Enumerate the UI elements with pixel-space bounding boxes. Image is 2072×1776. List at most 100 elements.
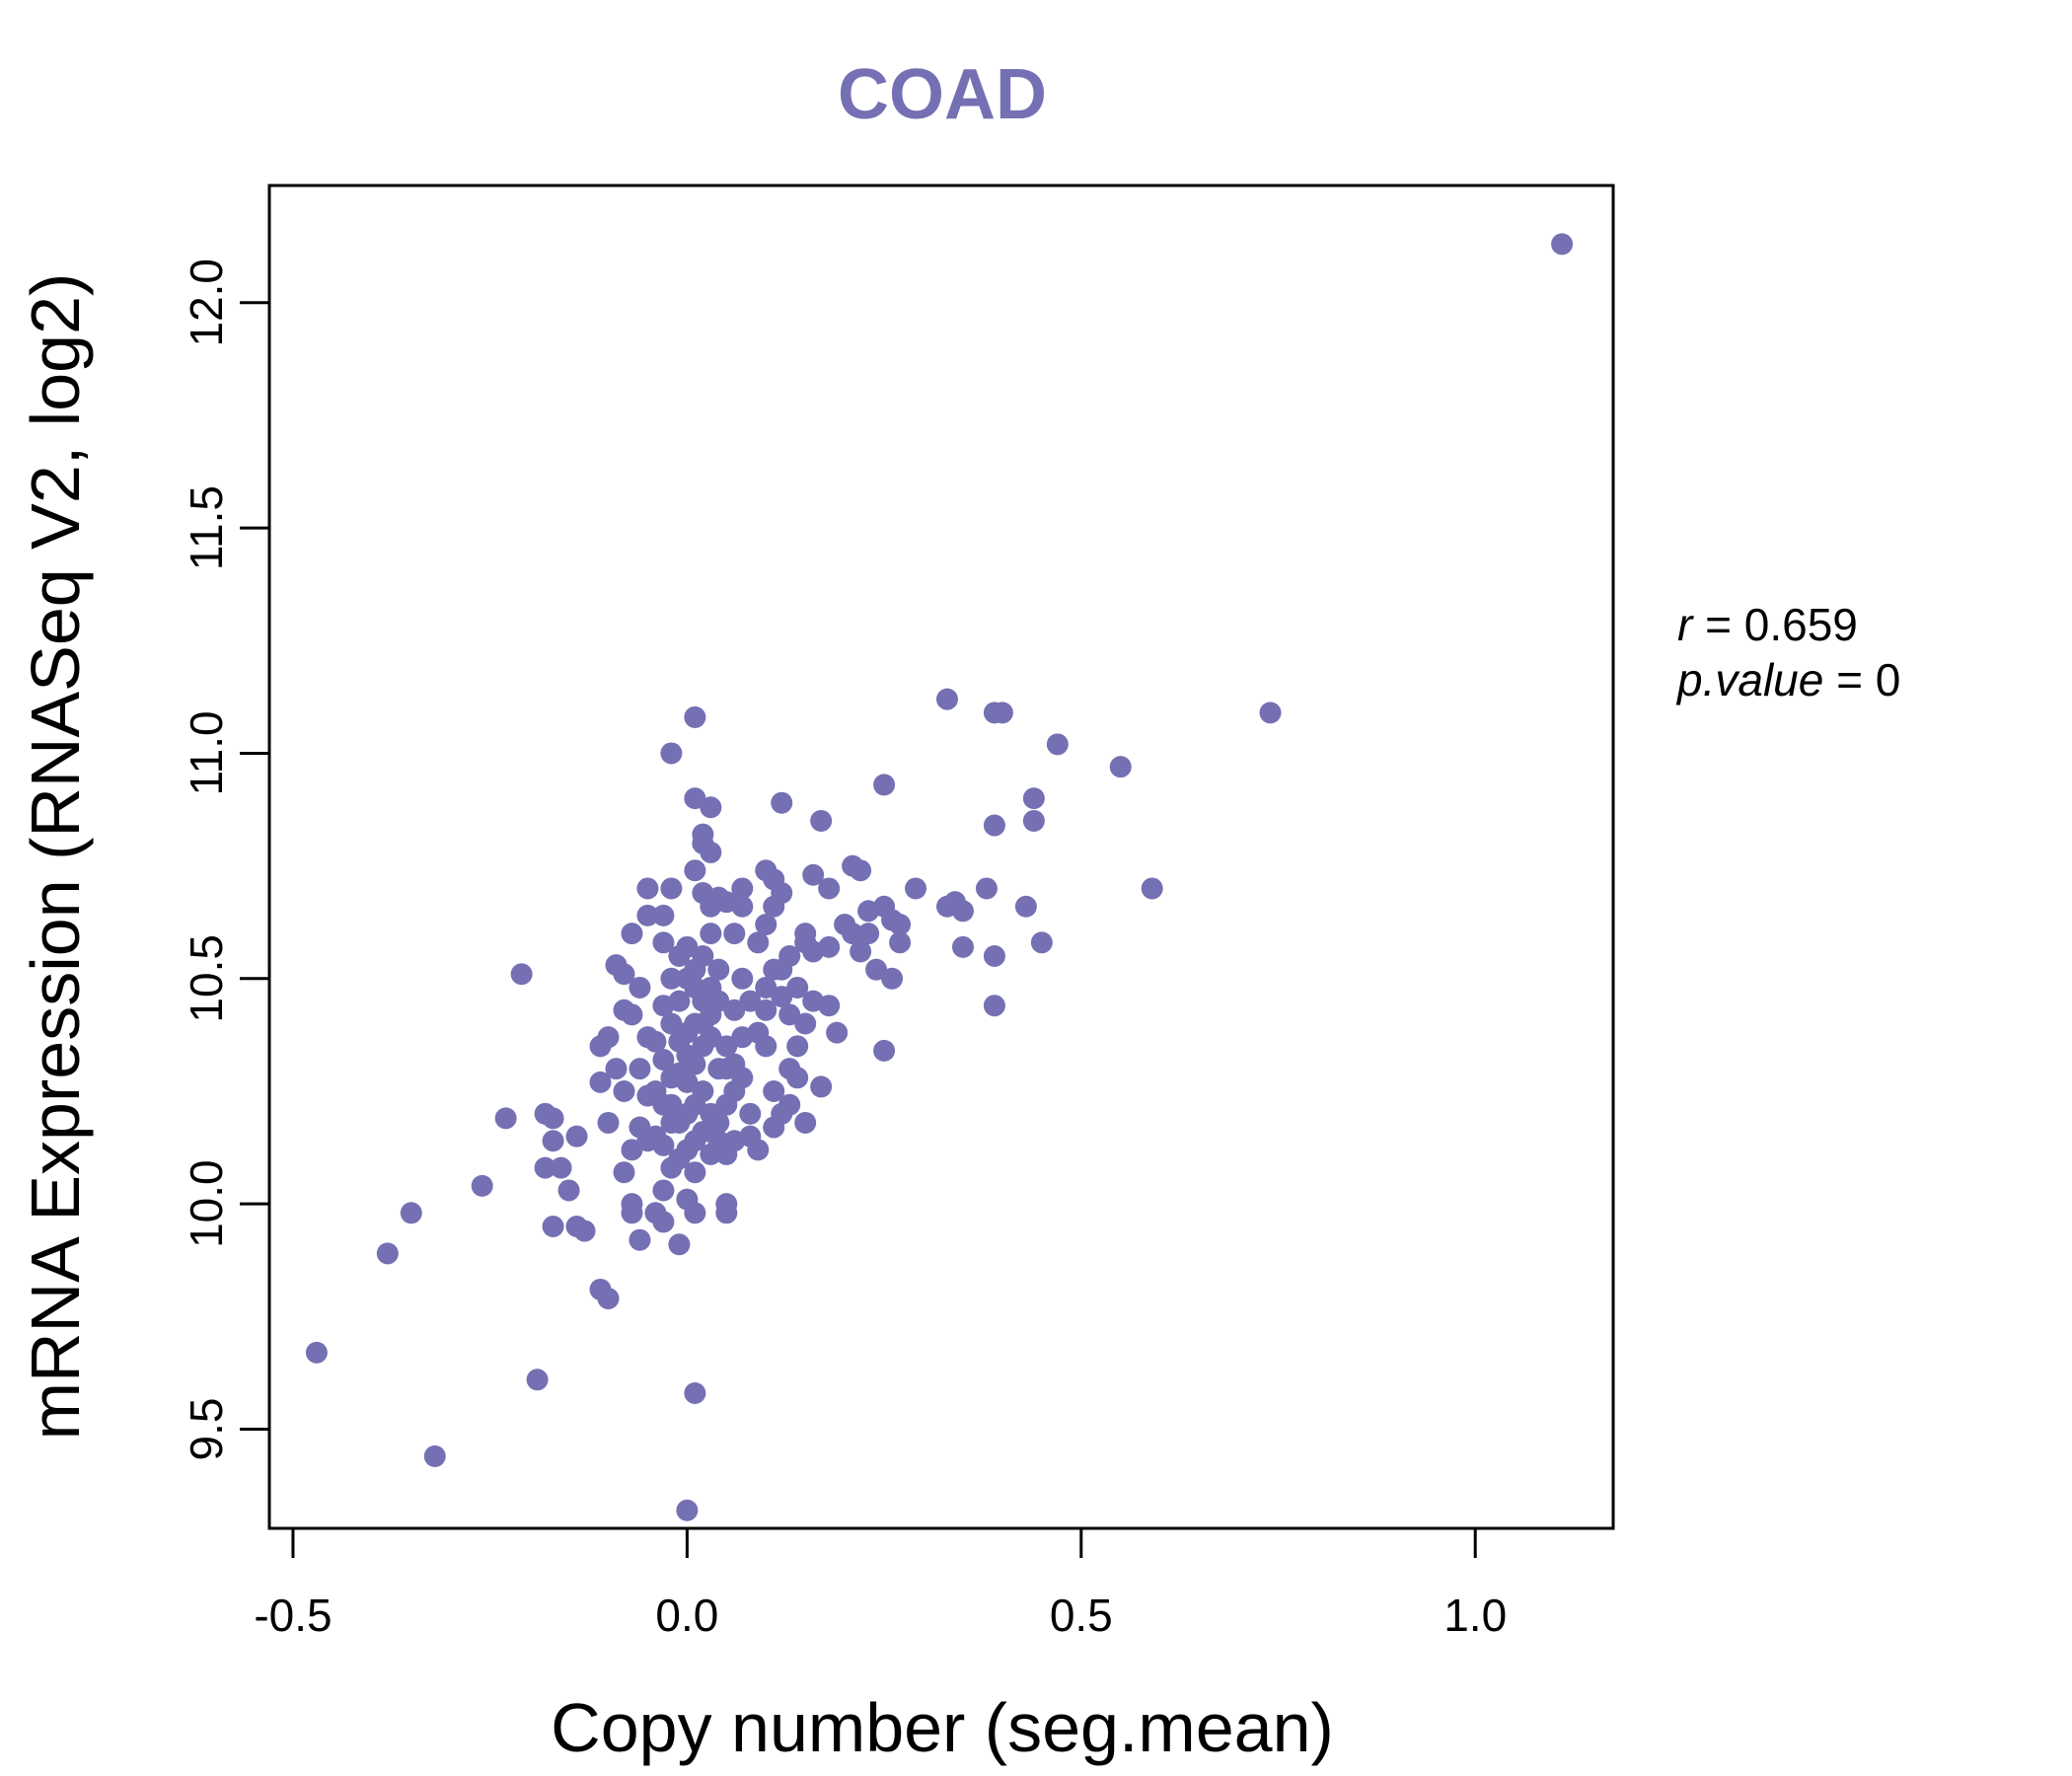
data-point <box>707 1130 730 1152</box>
data-point <box>755 914 777 936</box>
data-point <box>605 954 628 977</box>
data-point <box>621 1139 643 1161</box>
data-point <box>983 944 1005 967</box>
data-point <box>794 1012 817 1035</box>
data-point <box>684 787 706 810</box>
data-point <box>786 1035 809 1058</box>
data-point <box>565 1125 588 1147</box>
data-point <box>613 1079 635 1102</box>
data-point <box>1551 233 1574 256</box>
data-point <box>802 990 825 1012</box>
data-point <box>857 923 880 945</box>
data-point <box>684 1161 706 1184</box>
data-point <box>771 986 793 1008</box>
data-point <box>660 742 683 765</box>
x-tick-label: 0.5 <box>1050 1590 1113 1641</box>
data-point <box>818 877 841 900</box>
data-point <box>889 914 912 936</box>
data-point <box>715 1035 738 1058</box>
data-point <box>589 1071 612 1093</box>
data-point <box>951 900 974 923</box>
data-point <box>865 958 888 981</box>
data-point <box>534 1156 556 1179</box>
data-points <box>305 233 1574 1521</box>
data-point <box>676 1499 699 1521</box>
data-point <box>534 1102 556 1125</box>
data-point <box>755 976 777 999</box>
data-point <box>700 923 722 945</box>
data-point <box>842 854 864 877</box>
data-point <box>1141 877 1163 900</box>
data-point <box>951 935 974 958</box>
data-point <box>660 877 683 900</box>
data-point <box>707 990 730 1012</box>
data-point <box>636 1084 659 1107</box>
data-point <box>629 976 651 999</box>
data-point <box>494 1107 517 1130</box>
data-point <box>1259 702 1282 724</box>
r-label: r <box>1677 599 1693 650</box>
data-point <box>636 904 659 926</box>
data-point <box>850 940 872 963</box>
data-point <box>542 1130 564 1152</box>
data-point <box>668 990 691 1012</box>
data-point <box>660 1156 683 1179</box>
r-value: 0.659 <box>1743 599 1858 650</box>
data-point <box>1022 809 1045 832</box>
data-point <box>983 995 1005 1017</box>
data-point <box>636 1026 659 1049</box>
data-point <box>975 877 998 900</box>
data-point <box>629 1058 651 1080</box>
data-point <box>652 904 675 926</box>
p-value: 0 <box>1875 654 1901 705</box>
data-point <box>597 1111 620 1134</box>
y-axis: 9.5 10.0 10.5 11.0 11.5 12.0 <box>181 259 271 1461</box>
data-point <box>684 705 706 728</box>
data-point <box>660 1093 683 1116</box>
data-point <box>983 702 1005 724</box>
data-point <box>597 1288 620 1310</box>
data-point <box>621 1003 643 1026</box>
data-point <box>700 1102 722 1125</box>
data-point <box>755 1035 777 1058</box>
data-point <box>1014 895 1037 918</box>
y-tick-label: 12.0 <box>181 259 232 347</box>
data-point <box>636 877 659 900</box>
data-point <box>747 931 770 954</box>
data-point <box>1109 756 1132 778</box>
data-point <box>794 1111 817 1134</box>
data-point <box>715 891 738 914</box>
r-statistic: r = 0.659 <box>1677 599 1858 650</box>
y-tick-label: 10.5 <box>181 934 232 1023</box>
data-point <box>660 967 683 990</box>
data-point <box>471 1174 493 1197</box>
data-point <box>739 1102 762 1125</box>
data-point <box>652 1049 675 1072</box>
x-tick-label: 0.0 <box>655 1590 718 1641</box>
data-point <box>629 1228 651 1251</box>
data-point <box>881 967 904 990</box>
data-point <box>755 999 777 1021</box>
data-point <box>636 1130 659 1152</box>
data-point <box>802 863 825 886</box>
data-point <box>684 1202 706 1224</box>
data-point <box>763 1079 785 1102</box>
y-tick-label: 10.0 <box>181 1159 232 1248</box>
data-point <box>1030 931 1053 954</box>
data-point <box>550 1156 572 1179</box>
data-point <box>400 1202 422 1224</box>
data-point <box>660 1067 683 1089</box>
data-point <box>376 1242 399 1265</box>
data-point <box>526 1369 549 1391</box>
data-point <box>605 1058 628 1080</box>
data-point <box>652 1211 675 1233</box>
data-point <box>723 923 746 945</box>
x-tick-label: -0.5 <box>254 1590 332 1641</box>
data-point <box>755 859 777 882</box>
data-point <box>786 1067 809 1089</box>
data-point <box>692 832 714 854</box>
data-point <box>778 1003 801 1026</box>
x-tick-label: 1.0 <box>1443 1590 1507 1641</box>
data-point <box>1022 787 1045 810</box>
